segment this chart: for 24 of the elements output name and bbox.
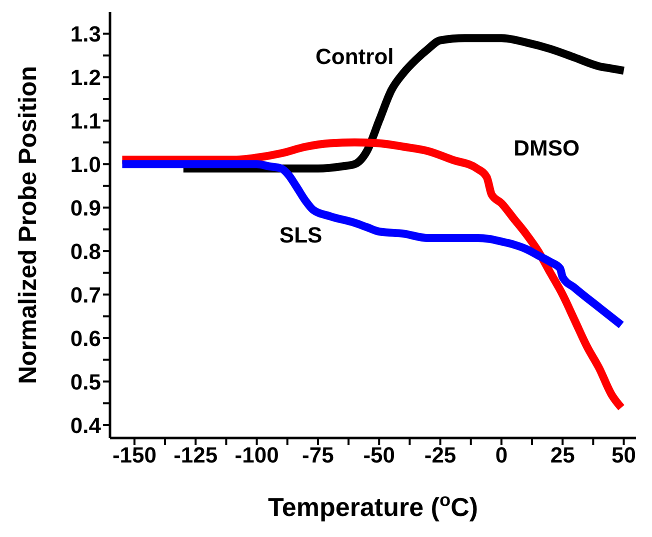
x-tick-label: -125 <box>174 442 218 468</box>
y-tick-label: 1.3 <box>70 22 101 47</box>
x-tick-label: 0 <box>495 442 508 468</box>
series-label: DMSO <box>514 135 580 160</box>
series-label: Control <box>316 44 394 70</box>
y-tick-label: 0.9 <box>70 195 101 220</box>
x-tick-label: -75 <box>302 442 334 468</box>
x-tick-label: 25 <box>550 442 575 468</box>
y-tick-label: 1.0 <box>70 152 101 177</box>
x-tick-label: -100 <box>234 442 279 468</box>
y-tick-label: 1.1 <box>70 108 101 134</box>
y-tick-label: 0.6 <box>70 326 101 351</box>
y-axis-title: Normalized Probe Position <box>14 66 42 384</box>
x-tick-label: -25 <box>424 442 456 468</box>
series-label: SLS <box>279 222 322 248</box>
x-tick-label: -150 <box>112 442 156 468</box>
x-axis-title: Temperature ($^{o}$C) <box>268 490 478 522</box>
y-tick-label: 0.7 <box>70 282 101 308</box>
x-tick-label: -50 <box>363 442 396 468</box>
x-tick-label: 50 <box>612 442 636 468</box>
y-tick-label: 0.4 <box>70 412 102 438</box>
y-tick-label: 0.8 <box>70 238 101 264</box>
y-tick-label: 0.5 <box>70 369 101 394</box>
y-tick-label: 1.2 <box>70 65 101 90</box>
